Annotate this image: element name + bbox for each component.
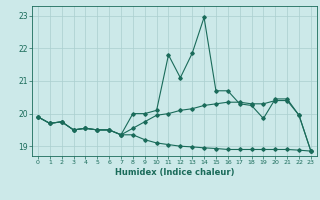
X-axis label: Humidex (Indice chaleur): Humidex (Indice chaleur) <box>115 168 234 177</box>
